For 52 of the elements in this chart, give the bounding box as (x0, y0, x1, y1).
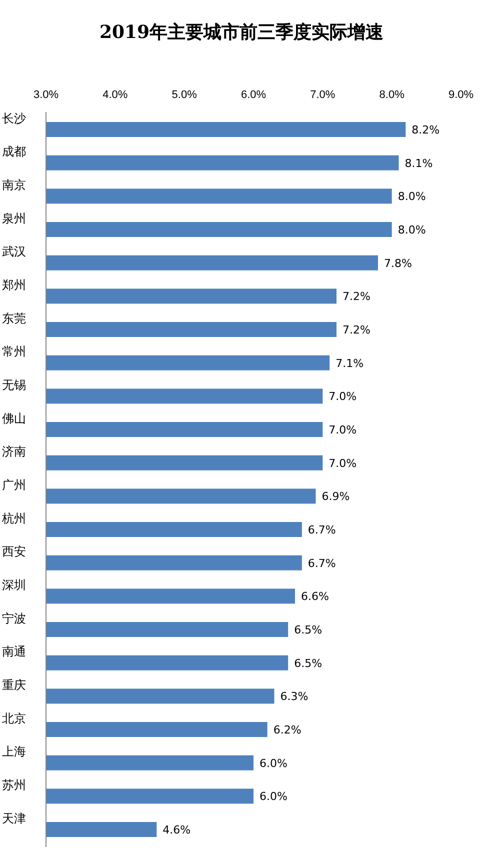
y-tick-label: 深圳 (2, 578, 26, 592)
data-label: 8.0% (398, 190, 426, 204)
y-tick-label: 杭州 (1, 511, 26, 526)
x-tick-label: 6.0% (240, 89, 266, 101)
data-label: 7.0% (328, 390, 357, 404)
x-tick-label: 8.0% (379, 89, 405, 101)
y-tick-label: 长沙 (2, 111, 26, 126)
y-tick-label: 佛山 (2, 411, 26, 426)
x-tick-label: 7.0% (310, 89, 336, 101)
y-tick-label: 南通 (2, 644, 26, 659)
data-label: 6.3% (280, 690, 308, 704)
x-tick-label: 4.0% (102, 89, 128, 101)
y-tick-label: 广州 (2, 478, 26, 492)
data-label: 6.5% (294, 656, 322, 670)
y-tick-label: 成都 (2, 144, 26, 159)
data-label: 8.0% (398, 224, 426, 236)
data-label: 7.2% (342, 324, 370, 336)
data-label: 4.6% (162, 824, 191, 836)
y-tick-label: 无锡 (2, 378, 26, 392)
y-tick-label: 西安 (2, 544, 26, 559)
y-tick-label: 重庆 (2, 678, 26, 692)
data-label: 6.7% (308, 556, 336, 570)
y-tick-label: 济南 (2, 444, 26, 459)
data-label: 7.8% (384, 256, 412, 270)
data-label: 6.5% (294, 624, 322, 636)
data-label: 7.0% (328, 456, 357, 470)
data-label: 6.7% (308, 524, 336, 536)
y-tick-label: 北京 (2, 711, 26, 726)
data-label: 6.9% (322, 490, 350, 504)
data-label: 6.0% (260, 756, 288, 770)
data-label: 6.6% (301, 590, 329, 604)
y-tick-label: 南京 (2, 178, 26, 192)
x-tick-label: 9.0% (448, 89, 474, 101)
data-label: 6.2% (273, 724, 302, 736)
data-label: 8.2% (412, 124, 440, 136)
y-tick-label: 上海 (2, 744, 26, 759)
y-tick-label: 天津 (2, 811, 26, 826)
data-label: 7.2% (342, 290, 370, 304)
y-tick-label: 郑州 (2, 278, 26, 292)
data-label: 8.1% (404, 156, 433, 170)
y-tick-label: 宁波 (2, 611, 26, 626)
y-tick-label: 东莞 (2, 311, 26, 326)
chart-title: 2019年主要城市前三季度实际增速 (99, 22, 384, 43)
data-label: 6.0% (260, 790, 288, 804)
x-tick-label: 3.0% (33, 89, 59, 101)
y-tick-label: 武汉 (2, 244, 26, 259)
data-label: 7.1% (336, 356, 364, 370)
x-tick-label: 5.0% (172, 89, 198, 101)
y-tick-label: 泉州 (2, 211, 26, 226)
y-tick-label: 常州 (2, 344, 26, 359)
y-tick-label: 苏州 (2, 778, 26, 792)
data-label: 7.0% (328, 424, 357, 436)
